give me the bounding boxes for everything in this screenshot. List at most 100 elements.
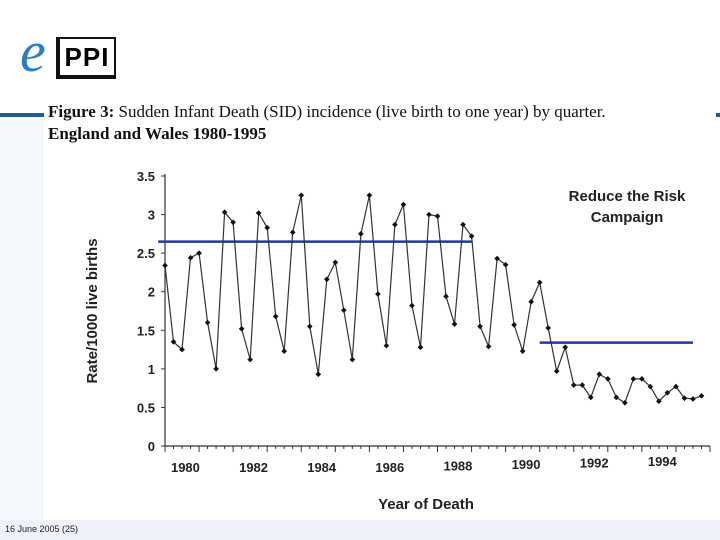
data-point — [511, 322, 517, 328]
data-point — [613, 394, 620, 401]
data-point — [187, 254, 194, 261]
data-point — [545, 325, 552, 331]
data-point — [358, 231, 364, 237]
data-point — [690, 396, 696, 402]
data-point — [238, 325, 245, 332]
x-tick-label: 1994 — [648, 454, 678, 469]
data-point — [383, 342, 390, 349]
x-tick-label: 1992 — [580, 456, 609, 471]
title-rule — [0, 113, 44, 117]
data-point — [332, 259, 339, 266]
series-line — [164, 195, 702, 404]
y-axis-label: Rate/1000 live births — [84, 238, 101, 383]
data-point — [204, 319, 211, 326]
data-point — [604, 376, 611, 382]
y-tick-label: 1.5 — [137, 323, 155, 338]
reference-lines — [158, 240, 693, 344]
data-series — [162, 192, 705, 406]
data-point — [409, 302, 415, 309]
data-point — [400, 201, 407, 208]
data-point — [451, 321, 458, 327]
logo-ppi-text: PPI — [60, 39, 114, 75]
data-point — [230, 219, 236, 226]
data-point — [426, 211, 432, 218]
data-point — [196, 250, 202, 256]
data-point — [485, 343, 492, 350]
x-tick-label: 1986 — [375, 460, 404, 475]
footer-band — [0, 520, 720, 540]
data-point — [417, 344, 424, 351]
data-point — [622, 399, 628, 406]
x-tick-label: 1984 — [307, 460, 337, 475]
data-point — [264, 224, 271, 231]
data-point — [562, 344, 569, 351]
data-point — [630, 376, 637, 382]
title-rule-end — [716, 113, 720, 117]
y-tick-label: 3.5 — [137, 169, 155, 184]
data-point — [468, 233, 475, 239]
data-point — [323, 276, 330, 283]
y-tick-label: 2.5 — [137, 246, 155, 261]
data-point — [272, 313, 279, 320]
data-point — [247, 356, 253, 363]
data-point — [698, 393, 705, 399]
data-point — [477, 323, 483, 330]
x-axis-label: Year of Death — [378, 496, 474, 513]
eppi-logo: e PPI — [20, 23, 120, 81]
logo-e-letter: e — [20, 19, 46, 84]
figure-title-text: Sudden Infant Death (SID) incidence (liv… — [114, 102, 606, 121]
data-point — [221, 209, 228, 216]
data-point — [570, 382, 577, 388]
figure-title: Figure 3: Sudden Infant Death (SID) inci… — [48, 101, 606, 145]
data-point — [579, 382, 586, 388]
campaign-annotation: Campaign — [591, 209, 664, 226]
data-point — [213, 366, 219, 372]
left-background-band — [0, 118, 44, 520]
data-point — [366, 192, 373, 199]
data-point — [460, 221, 466, 228]
data-point — [656, 398, 662, 405]
data-point — [298, 192, 305, 199]
data-point — [170, 339, 177, 345]
x-tick-label: 1980 — [171, 460, 200, 475]
chart-axes: 0 0.5 1 1.5 2 2.5 3 3.5 1980 1982 1984 1986 1988 1990… — [137, 169, 711, 475]
data-point — [587, 394, 594, 401]
y-tick-label: 2 — [148, 285, 155, 300]
figure-number: Figure 3: — [48, 102, 115, 121]
data-point — [281, 348, 288, 354]
y-tick-label: 0 — [148, 439, 155, 454]
x-tick-label: 1982 — [239, 460, 268, 475]
campaign-annotation: Reduce the Risk — [569, 188, 686, 205]
data-point — [681, 395, 688, 401]
data-point — [443, 293, 449, 300]
data-point — [306, 323, 313, 330]
data-point — [519, 348, 526, 354]
figure-subtitle: England and Wales 1980-1995 — [48, 124, 267, 143]
data-point — [647, 383, 654, 390]
y-tick-label: 1 — [148, 362, 155, 377]
data-point — [553, 368, 560, 374]
y-tick-label: 3 — [148, 208, 155, 223]
data-point — [179, 346, 185, 353]
data-point — [536, 279, 543, 286]
data-point — [315, 371, 322, 378]
data-point — [673, 383, 679, 390]
data-point — [494, 255, 500, 262]
data-point — [434, 213, 441, 219]
data-point — [162, 262, 168, 269]
data-point — [255, 210, 262, 216]
data-point — [528, 298, 535, 305]
data-point — [664, 389, 671, 396]
data-point — [349, 356, 356, 363]
x-tick-label: 1988 — [443, 459, 472, 474]
data-point — [289, 229, 296, 236]
data-point — [340, 307, 347, 314]
data-point — [502, 261, 509, 268]
chart-labels: Rate/1000 live births Year of Death Reduce… — [84, 188, 686, 513]
data-point — [596, 371, 603, 378]
data-point — [392, 221, 398, 228]
y-tick-label: 0.5 — [137, 400, 155, 415]
data-point — [639, 376, 645, 382]
footer-date: 16 June 2005 (25) — [5, 524, 79, 534]
